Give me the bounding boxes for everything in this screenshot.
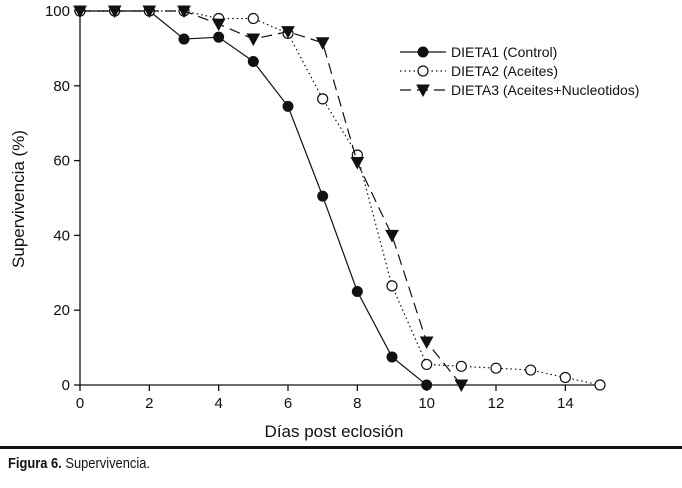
series-1-point (386, 351, 398, 363)
series-3-point (281, 26, 295, 39)
series-2-point (317, 93, 329, 105)
legend: DIETA1 (Control) DIETA2 (Aceites) DIETA3 (… (400, 44, 639, 98)
x-axis-title: Días post eclosión (265, 422, 404, 441)
figure-caption-label: Figura 6. (8, 455, 62, 472)
y-tick-label: 60 (53, 153, 70, 170)
x-tick-label: 10 (418, 395, 435, 412)
legend-item-3: DIETA3 (Aceites+Nucleotidos) (400, 82, 639, 98)
series-3-point (385, 229, 399, 243)
series-3-point (246, 33, 261, 47)
y-axis-title: Supervivencia (%) (9, 130, 28, 268)
series-1-point (282, 100, 294, 112)
series-2-point (421, 358, 433, 371)
legend-item-1: DIETA1 (Control) (400, 44, 557, 60)
figure-caption-text: Supervivencia. (61, 455, 150, 472)
series-2-point (386, 280, 398, 292)
series-1-point (317, 190, 329, 202)
series-1 (74, 5, 433, 391)
y-tick-label: 0 (62, 377, 70, 394)
series-3-point (177, 5, 191, 19)
series-3-point (315, 37, 330, 50)
x-tick-label: 2 (145, 395, 153, 412)
series-2-point (559, 371, 571, 384)
y-tick-label: 100 (45, 3, 70, 20)
legend-swatch-marker (417, 46, 429, 58)
x-tick-label: 6 (284, 395, 292, 412)
y-tick-label: 40 (53, 227, 70, 244)
x-tick-label: 8 (353, 395, 361, 412)
axes: 0 20 40 60 80 100 0 2 4 6 8 10 12 14 (45, 3, 600, 412)
x-tick-label: 0 (76, 395, 84, 412)
x-tick-label: 4 (214, 395, 222, 412)
series-layer (73, 5, 606, 393)
series-1-point (213, 31, 225, 43)
caption-divider (0, 446, 682, 449)
legend-label: DIETA3 (Aceites+Nucleotidos) (451, 82, 639, 98)
series-2-point (455, 360, 467, 372)
series-3-point (107, 5, 122, 19)
series-1-point (247, 55, 259, 67)
series-2-point (247, 12, 259, 25)
legend-item-2: DIETA2 (Aceites) (400, 63, 558, 79)
series-3-point (419, 336, 434, 350)
series-3-point (73, 5, 87, 19)
legend-label: DIETA2 (Aceites) (451, 63, 558, 79)
series-2-point (525, 364, 537, 376)
series-3-point (454, 379, 469, 393)
x-tick-label: 12 (488, 395, 505, 412)
series-1-point (421, 379, 433, 391)
figure-caption: Figura 6. Supervivencia. (8, 455, 150, 472)
survival-chart: 0 20 40 60 80 100 0 2 4 6 8 10 12 14 DIETA1 (Control)… (9, 3, 639, 441)
series-3-point (211, 18, 226, 32)
series-3-point (350, 156, 365, 170)
legend-swatch-marker (417, 65, 429, 77)
series-3 (73, 5, 469, 393)
series-1-point (178, 33, 190, 45)
series-3-line (80, 10, 462, 386)
series-2-point (594, 379, 606, 391)
series-2-point (490, 362, 502, 374)
x-tick-label: 14 (557, 395, 574, 412)
series-1-point (351, 286, 363, 297)
legend-swatch-marker (416, 84, 430, 98)
y-tick-label: 80 (53, 78, 70, 95)
y-tick-label: 20 (53, 302, 70, 319)
series-3-point (142, 5, 157, 19)
legend-label: DIETA1 (Control) (451, 44, 557, 60)
